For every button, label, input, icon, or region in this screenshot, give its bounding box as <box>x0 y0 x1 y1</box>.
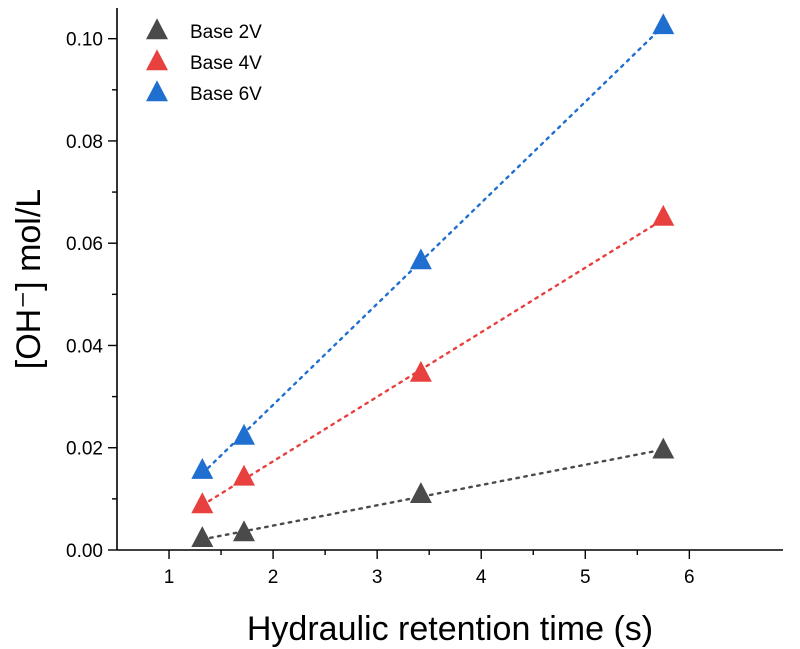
data-markers <box>191 13 675 548</box>
y-tick-label: 0.08 <box>66 132 103 153</box>
data-point <box>652 13 675 35</box>
y-tick-label: 0.00 <box>66 541 103 562</box>
data-point <box>233 423 255 445</box>
legend-marker <box>146 80 168 102</box>
data-point <box>409 482 432 503</box>
legend-marker <box>146 49 168 71</box>
data-point <box>191 526 214 548</box>
data-point <box>233 520 255 542</box>
legend: Base 2V Base 4V Base 6V <box>146 18 262 105</box>
data-point <box>191 492 214 514</box>
y-tick-label: 0.06 <box>66 234 103 255</box>
x-tick-label: 2 <box>268 567 279 588</box>
legend-marker <box>146 18 168 40</box>
data-point <box>191 458 214 479</box>
trend-line <box>201 448 665 541</box>
x-tick-label: 6 <box>684 567 695 588</box>
legend-label: Base 4V <box>190 53 262 74</box>
axes: 1 2 3 4 5 6 0.00 0.02 0.04 0.06 0.08 0.10 <box>66 8 783 588</box>
y-tick-label: 0.10 <box>66 30 103 51</box>
legend-label: Base 2V <box>190 22 262 43</box>
data-point <box>409 360 432 382</box>
x-tick-label: 5 <box>580 567 591 588</box>
data-point <box>233 464 255 486</box>
y-tick-label: 0.02 <box>66 439 103 460</box>
legend-label: Base 6V <box>190 84 262 105</box>
y-tick-label: 0.04 <box>66 336 103 357</box>
y-axis-title: [OH⁻] mol/L <box>10 189 48 369</box>
trend-line <box>201 218 665 507</box>
data-point <box>652 204 675 226</box>
x-tick-label: 4 <box>476 567 487 588</box>
x-tick-label: 1 <box>164 567 175 588</box>
data-point <box>652 437 675 459</box>
trend-line <box>201 24 665 475</box>
x-tick-label: 3 <box>372 567 383 588</box>
trend-lines <box>201 24 665 541</box>
x-axis-title: Hydraulic retention time (s) <box>247 610 653 648</box>
data-point <box>409 248 432 270</box>
